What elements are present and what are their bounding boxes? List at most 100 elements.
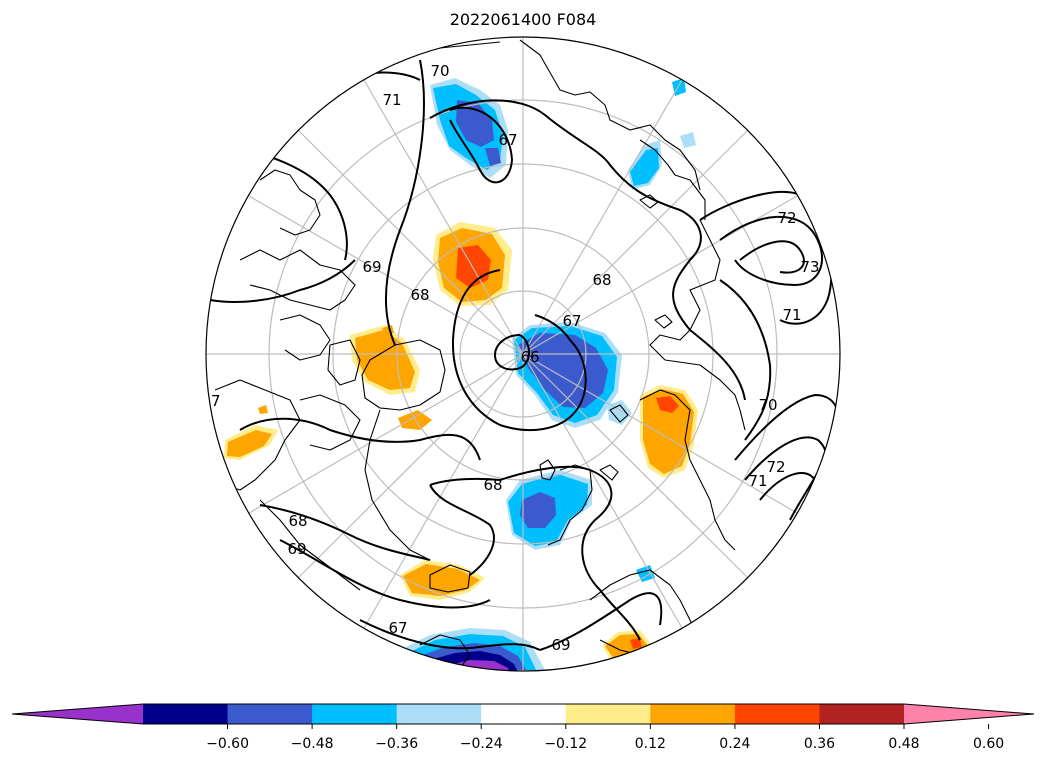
colorbar-swatch — [396, 704, 482, 724]
anomaly-pos-west-mid — [227, 430, 272, 457]
contour-label: 72 — [777, 209, 796, 227]
contour-line — [719, 279, 772, 441]
coast-franz-josef — [599, 464, 619, 481]
map-boundary — [205, 36, 841, 672]
coast-chukotka — [639, 139, 706, 220]
colorbar-outline — [11, 703, 1035, 725]
anomaly-neg-bottom-right-small — [636, 565, 655, 582]
coast-svalbard — [539, 459, 556, 481]
anomaly-neg-top-dark — [456, 100, 494, 147]
colorbar-swatch — [734, 704, 820, 724]
anomaly-pos-east-dark — [656, 396, 679, 413]
anomaly-pos-sw-mid — [403, 564, 480, 596]
coast-greenland — [361, 339, 446, 411]
contour-line — [259, 504, 431, 561]
contour-line — [429, 484, 495, 576]
contour-line — [249, 149, 348, 261]
coast-siberia-inner — [664, 359, 746, 431]
coast-new-siberian — [654, 314, 673, 329]
contour-label: 68 — [410, 286, 429, 304]
contour-label: 69 — [362, 258, 381, 276]
colorbar-tick-label: 0.60 — [973, 736, 1004, 752]
contour-line — [494, 334, 530, 371]
anomaly-pos-bottom-right-dark — [630, 638, 642, 649]
coast-labrador — [259, 499, 361, 591]
coast-taymyr — [639, 389, 736, 551]
anomaly-neg-top-dark-2 — [485, 148, 501, 166]
contour-label: 71 — [748, 472, 767, 490]
figure-title: 2022061400 F084 — [450, 10, 597, 29]
colorbar-tick-label: −0.36 — [375, 736, 418, 752]
coast-novaya-zemlya — [547, 464, 593, 546]
coast-scandinavia — [589, 569, 701, 641]
coast-uk — [419, 634, 471, 669]
colorbar-swatch — [227, 704, 313, 724]
coast-iceland — [429, 564, 471, 593]
colorbar-extend-high — [904, 704, 1034, 724]
colorbar-tick-label: −0.60 — [206, 736, 249, 752]
graticule — [206, 37, 840, 671]
coast-canada-islands-2 — [327, 339, 361, 386]
contour-line — [384, 59, 425, 346]
contour-line — [279, 539, 491, 609]
contour-line — [539, 592, 663, 651]
contour-label: 73 — [800, 258, 819, 276]
colorbar-tick-label: −0.48 — [291, 736, 334, 752]
contour-label: 69 — [551, 636, 570, 654]
colorbar-swatch — [481, 704, 567, 724]
contour-labels: 70 71 67 72 73 69 68 68 67 71 70 66 72 7… — [206, 62, 820, 654]
height-contours — [209, 59, 840, 651]
anomaly-pos-west-small — [258, 405, 268, 414]
contour-label: 67 — [388, 619, 407, 637]
contour-line — [209, 259, 356, 303]
contour-label: 71 — [382, 91, 401, 109]
contour-line — [359, 619, 541, 651]
coast-east-siberia — [649, 219, 721, 361]
contour-label: 68 — [592, 271, 611, 289]
contour-label: 70 — [430, 62, 449, 80]
coast-baffin — [299, 394, 361, 451]
coast-canada-archipelago — [239, 249, 356, 311]
colorbar-swatch — [312, 704, 398, 724]
colorbar-swatch — [819, 704, 905, 724]
contour-line — [429, 99, 746, 401]
colorbar-tick-label: −0.12 — [544, 736, 587, 752]
contour-label: 66 — [520, 348, 539, 366]
colorbar-swatch — [565, 704, 651, 724]
colorbar-swatch — [143, 704, 229, 724]
coast-canada-islands — [279, 314, 331, 361]
contour-line — [239, 417, 481, 461]
contour-label: 71 — [782, 306, 801, 324]
colorbar-tick-label: 0.12 — [635, 736, 666, 752]
coast-severnaya — [609, 404, 629, 423]
contour-label: 69 — [287, 540, 306, 558]
contour-label: 67 — [498, 131, 517, 149]
colorbar: −0.60 −0.48 −0.36 −0.24 −0.12 0.12 0.24 0.36 0.4… — [11, 703, 1035, 752]
coast-alaska — [519, 39, 701, 191]
colorbar-tick-label: −0.24 — [460, 736, 503, 752]
anomaly-pos-east-mid — [643, 389, 694, 474]
contour-label: 68 — [288, 512, 307, 530]
contour-line — [739, 240, 805, 274]
colorbar-tick-label: 0.36 — [804, 736, 835, 752]
contour-line — [719, 215, 824, 286]
anomaly-pos-canada-mid — [355, 330, 415, 390]
contour-label: 72 — [766, 458, 785, 476]
colorbar-swatch — [650, 704, 736, 724]
contour-line — [449, 106, 513, 184]
contour-line — [451, 269, 587, 432]
contour-label: 68 — [483, 476, 502, 494]
colorbar-tick-label: 0.48 — [888, 736, 919, 752]
coast-hudson — [214, 379, 301, 491]
coastlines — [214, 39, 746, 669]
contour-label: 67 — [562, 312, 581, 330]
coast-alaska-interior — [259, 169, 321, 236]
anomaly-neg-ne-mid — [630, 148, 659, 186]
map-disc: 70 71 67 72 73 69 68 68 67 71 70 66 72 7… — [206, 37, 840, 671]
contour-line — [429, 465, 641, 641]
anomaly-neg-ne-light-2 — [680, 132, 696, 148]
anomaly-neg-south-dark — [520, 492, 556, 528]
colorbar-extend-low — [12, 704, 143, 724]
contour-label: 70 — [758, 396, 777, 414]
